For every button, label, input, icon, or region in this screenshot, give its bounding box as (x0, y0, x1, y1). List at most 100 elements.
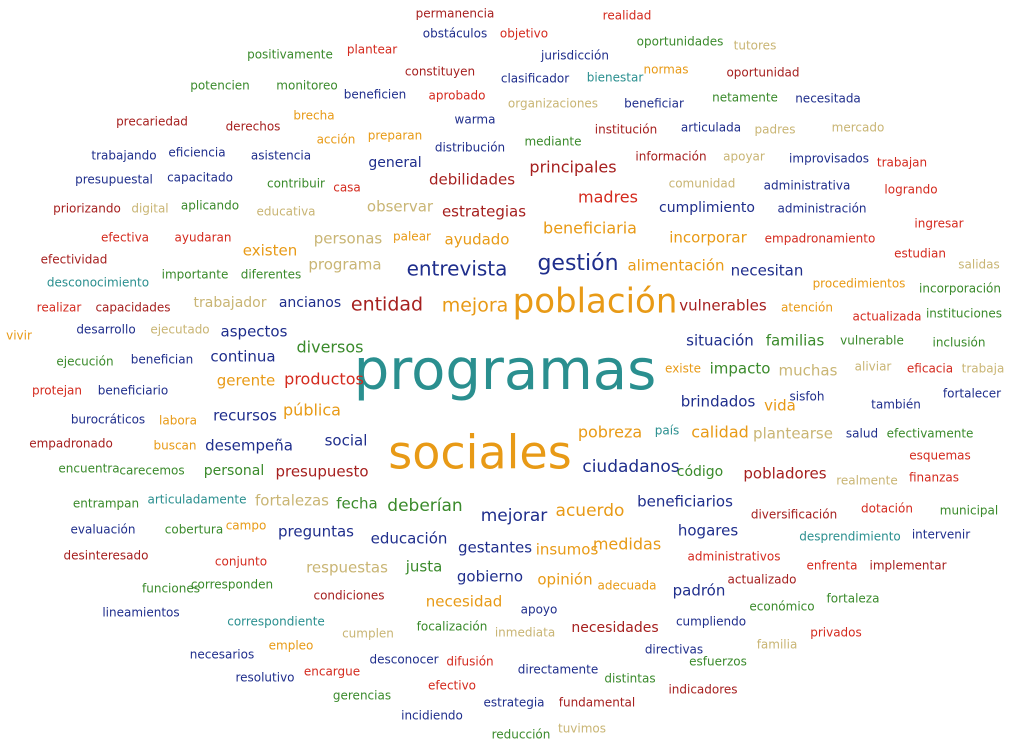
word: salidas (958, 258, 1000, 272)
word: salud (846, 427, 878, 441)
word: directivas (645, 643, 703, 657)
word: preparan (368, 129, 423, 143)
word: país (655, 424, 680, 438)
word: permanencia (416, 7, 495, 21)
word: también (871, 398, 921, 412)
word: eficacia (907, 362, 953, 376)
word: articuladamente (148, 493, 247, 507)
word: presupuesto (275, 463, 368, 481)
word: tuvimos (558, 722, 606, 736)
word: beneficiario (98, 384, 168, 398)
word: familia (757, 638, 798, 652)
word: diferentes (241, 268, 302, 282)
word: código (677, 464, 724, 480)
word: dotación (861, 502, 913, 516)
word: organizaciones (508, 97, 598, 111)
word: fecha (336, 495, 377, 513)
word: warma (455, 113, 496, 127)
word: mediante (524, 135, 581, 149)
word: impacto (710, 360, 771, 378)
word: mejorar (481, 506, 548, 526)
word: reducción (492, 728, 551, 742)
word: realizar (37, 301, 82, 315)
word: debilidades (429, 171, 515, 189)
word: clasificador (501, 72, 569, 86)
word: estrategia (483, 696, 544, 710)
word: lineamientos (102, 606, 179, 620)
word: educativa (256, 205, 315, 219)
word: atención (781, 301, 833, 315)
word: brindados (681, 393, 756, 411)
word: distribución (435, 141, 505, 155)
word: finanzas (909, 471, 959, 485)
word: labora (159, 414, 197, 428)
word: obstáculos (423, 27, 487, 41)
word: realmente (836, 474, 898, 488)
word: palear (393, 230, 431, 244)
word: positivamente (247, 48, 333, 62)
word: plantearse (753, 425, 833, 443)
word: trabajando (91, 149, 156, 163)
word: esquemas (909, 449, 971, 463)
word: jurisdicción (540, 49, 609, 63)
word: fortalezas (255, 492, 329, 510)
word: normas (644, 63, 689, 77)
word: brecha (293, 109, 334, 123)
word: adecuada (598, 579, 657, 593)
word: bienestar (587, 71, 644, 85)
word: incidiendo (401, 709, 463, 723)
word: incorporar (669, 229, 747, 247)
word: cobertura (165, 523, 223, 537)
word: programas (354, 338, 657, 403)
word: constituyen (405, 65, 475, 79)
word: ingresar (914, 217, 963, 231)
word: capacitado (167, 171, 233, 185)
word: inmediata (495, 626, 555, 640)
word: vivir (6, 329, 32, 343)
word: empadronado (29, 437, 113, 451)
word: diversificación (751, 508, 837, 522)
word: educación (371, 530, 448, 548)
word: fundamental (559, 696, 635, 710)
word: encargue (304, 665, 360, 679)
word: netamente (712, 91, 778, 105)
word: actualizado (728, 573, 797, 587)
word: casa (333, 181, 361, 195)
word: asistencia (251, 149, 311, 163)
word: presupuestal (75, 173, 153, 187)
word: gestantes (458, 539, 532, 557)
word: oportunidad (726, 66, 799, 80)
word: empadronamiento (765, 232, 876, 246)
word: preguntas (278, 523, 354, 541)
word: desarrollo (76, 323, 135, 337)
word: esfuerzos (689, 655, 747, 669)
word: administrativa (764, 179, 851, 193)
word: efectivo (428, 679, 476, 693)
word: pública (283, 401, 341, 420)
word: ciudadanos (582, 457, 679, 477)
word: desempeña (205, 437, 293, 455)
word: sisfoh (789, 390, 824, 404)
word: estudian (894, 247, 946, 261)
word: beneficiar (624, 97, 684, 111)
word: cumpliendo (676, 615, 746, 629)
word: conjunto (215, 555, 267, 569)
word: desconocimiento (47, 276, 149, 290)
word: ejecución (56, 355, 113, 369)
word: acuerdo (556, 501, 625, 521)
word: articulada (681, 121, 741, 135)
word: intervenir (912, 528, 970, 542)
word: benefician (131, 353, 193, 367)
word: vulnerables (679, 297, 767, 315)
word: mejora (442, 295, 509, 317)
word: pobreza (578, 423, 642, 442)
word: entidad (351, 294, 423, 316)
word: personas (314, 230, 383, 248)
word: beneficiaria (543, 219, 637, 238)
word: aliviar (855, 360, 892, 374)
word: respuestas (306, 559, 388, 577)
word: difusión (446, 655, 493, 669)
word: observar (367, 198, 434, 216)
word: funciones (142, 582, 200, 596)
word: necesitan (731, 262, 804, 280)
